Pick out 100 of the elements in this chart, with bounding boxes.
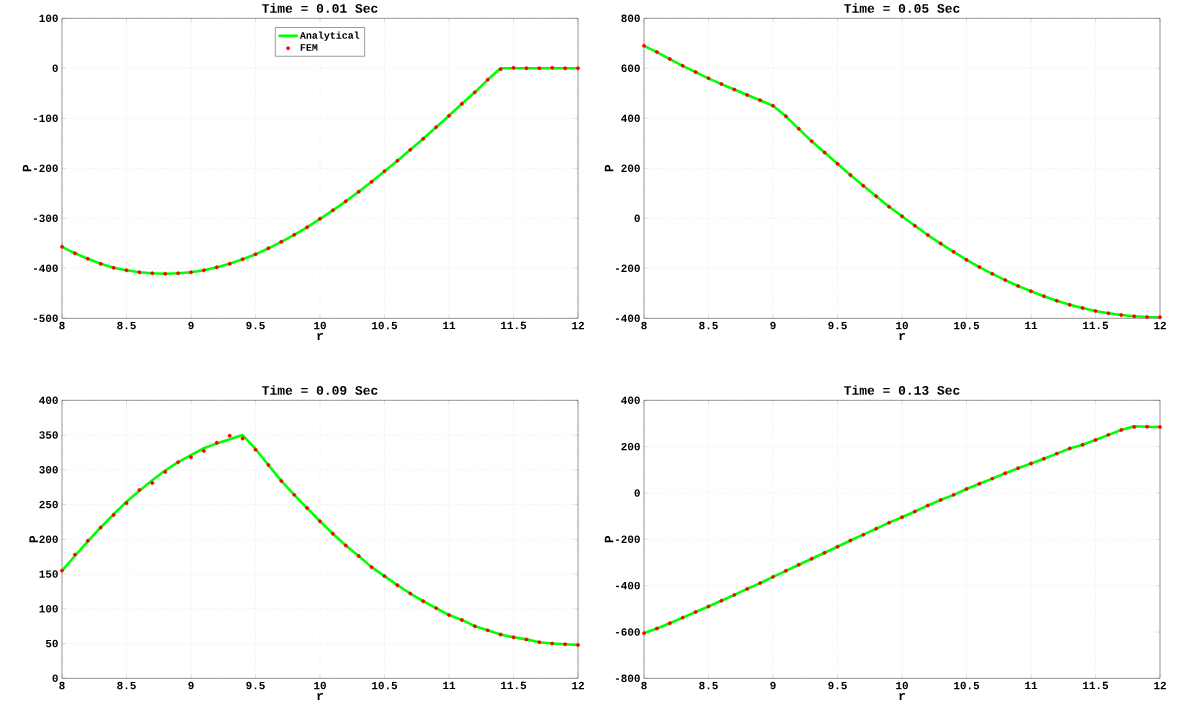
point xyxy=(1093,309,1098,313)
x-tick-label: 8.5 xyxy=(117,321,136,330)
y-tick-label: 200 xyxy=(621,442,640,451)
point xyxy=(680,615,685,620)
point xyxy=(1145,315,1150,319)
point xyxy=(421,599,426,603)
point xyxy=(1158,315,1162,320)
point xyxy=(809,556,814,561)
x-tick-label: 11 xyxy=(443,321,456,329)
point xyxy=(537,640,542,644)
point xyxy=(563,66,567,71)
point xyxy=(485,628,490,633)
y-axis-title: P xyxy=(604,164,614,172)
point xyxy=(874,194,879,199)
y-tick-label: -400 xyxy=(33,264,58,272)
point xyxy=(137,270,142,275)
point xyxy=(706,76,711,81)
x-tick-label: 8 xyxy=(59,681,65,690)
y-tick-label: 0 xyxy=(634,489,640,497)
point xyxy=(563,642,567,646)
point xyxy=(124,268,129,273)
x-axis-title: r xyxy=(317,692,323,700)
point xyxy=(460,101,464,106)
x-tick-label: 12 xyxy=(572,681,584,690)
x-tick-label: 10 xyxy=(314,681,326,690)
point xyxy=(719,598,724,603)
point xyxy=(150,480,155,485)
point xyxy=(318,519,322,523)
point xyxy=(485,77,490,82)
point xyxy=(667,57,672,61)
point xyxy=(266,246,271,251)
point xyxy=(73,552,77,557)
point xyxy=(964,486,969,491)
point xyxy=(990,271,995,276)
point xyxy=(822,550,827,555)
point xyxy=(693,610,698,614)
x-tick-label: 11 xyxy=(1025,321,1038,329)
point xyxy=(472,90,477,95)
y-axis-title: P xyxy=(604,535,614,543)
point xyxy=(137,487,142,492)
point xyxy=(550,641,555,646)
y-tick-label: -200 xyxy=(33,164,58,172)
point xyxy=(382,169,387,174)
x-tick-label: 8 xyxy=(59,321,65,330)
point xyxy=(214,440,219,445)
point xyxy=(809,139,814,144)
point xyxy=(1042,294,1046,299)
point xyxy=(85,538,90,543)
point xyxy=(214,265,219,270)
point xyxy=(1080,306,1085,310)
point xyxy=(796,126,801,131)
y-tick-label: -200 xyxy=(615,264,640,272)
legend-label: FEM xyxy=(300,44,318,51)
point xyxy=(318,216,322,221)
point xyxy=(1093,437,1098,442)
point xyxy=(784,568,788,573)
point xyxy=(913,509,917,514)
x-tick-label: 12 xyxy=(572,321,584,330)
y-tick-label: 200 xyxy=(621,164,640,172)
point xyxy=(60,244,64,249)
point xyxy=(576,66,580,71)
point xyxy=(227,433,232,438)
point xyxy=(900,515,904,520)
point xyxy=(189,455,193,460)
point xyxy=(732,87,737,92)
point xyxy=(369,179,374,184)
x-tick-label: 12 xyxy=(1154,681,1166,690)
x-axis-title: r xyxy=(899,332,905,340)
point xyxy=(472,624,477,628)
point xyxy=(1158,424,1162,429)
point xyxy=(111,512,116,517)
point xyxy=(667,621,672,625)
point xyxy=(408,591,413,596)
point xyxy=(1080,442,1085,447)
y-axis-title: P xyxy=(29,535,38,543)
x-tick-label: 8.5 xyxy=(117,681,136,690)
point xyxy=(369,565,374,569)
point xyxy=(1029,461,1033,466)
point xyxy=(796,562,801,567)
x-tick-label: 10.5 xyxy=(372,321,398,330)
x-tick-label: 12 xyxy=(1154,321,1166,330)
point xyxy=(1003,278,1008,282)
point xyxy=(693,70,698,74)
chart-title: Time = 0.05 Sec xyxy=(844,3,960,13)
x-tick-label: 10 xyxy=(896,681,908,690)
point xyxy=(447,113,451,118)
x-axis-title: r xyxy=(899,692,905,700)
point xyxy=(977,481,982,486)
y-tick-label: 100 xyxy=(39,14,58,22)
point xyxy=(73,251,77,256)
x-tick-label: 9.5 xyxy=(828,681,847,690)
point xyxy=(771,103,775,108)
point xyxy=(176,460,181,464)
y-tick-label: 400 xyxy=(39,396,58,404)
x-tick-label: 10.5 xyxy=(372,681,398,690)
point xyxy=(848,173,853,177)
y-tick-label: -200 xyxy=(615,535,640,543)
point xyxy=(189,270,193,275)
x-tick-label: 11.5 xyxy=(1083,681,1109,689)
point xyxy=(784,114,788,119)
